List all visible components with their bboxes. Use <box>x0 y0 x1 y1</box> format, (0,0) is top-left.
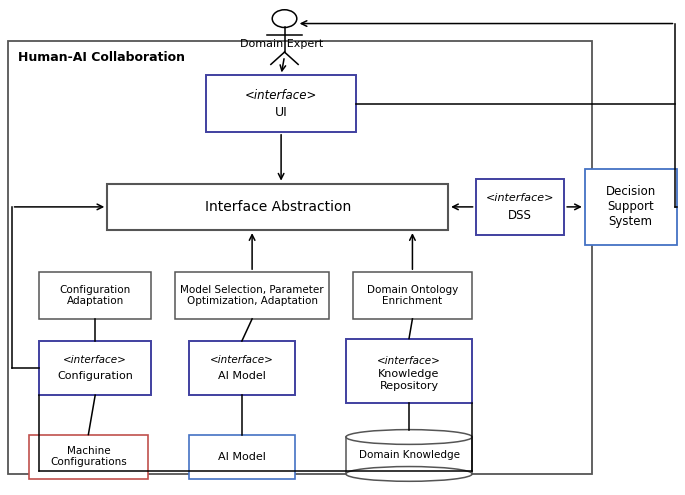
Bar <box>39 272 151 319</box>
Bar <box>39 341 151 395</box>
Text: <interface>: <interface> <box>245 89 317 101</box>
Bar <box>353 272 472 319</box>
Ellipse shape <box>346 430 472 445</box>
Text: UI: UI <box>275 105 288 118</box>
Text: AI Model: AI Model <box>218 371 266 381</box>
Text: Decision
Support
System: Decision Support System <box>606 186 656 228</box>
Text: <interface>: <interface> <box>210 355 274 365</box>
Bar <box>585 169 677 245</box>
Text: <interface>: <interface> <box>486 194 554 203</box>
Text: Domain Expert: Domain Expert <box>240 39 323 50</box>
Text: Machine
Configurations: Machine Configurations <box>50 446 127 467</box>
Text: Human-AI Collaboration: Human-AI Collaboration <box>18 51 186 64</box>
Text: AI Model: AI Model <box>218 452 266 462</box>
Bar <box>29 435 148 479</box>
Bar <box>107 184 448 230</box>
Ellipse shape <box>346 467 472 481</box>
Bar <box>175 272 329 319</box>
Bar <box>346 339 472 402</box>
Bar <box>475 179 564 235</box>
Text: Configuration
Adaptation: Configuration Adaptation <box>60 285 131 306</box>
Bar <box>206 75 356 132</box>
Text: DSS: DSS <box>508 209 532 222</box>
Text: <interface>: <interface> <box>377 356 441 366</box>
Bar <box>8 41 592 474</box>
Text: Configuration: Configuration <box>58 371 133 381</box>
Text: Domain Ontology
Enrichment: Domain Ontology Enrichment <box>366 285 458 306</box>
Text: Interface Abstraction: Interface Abstraction <box>205 200 351 214</box>
Bar <box>189 435 295 479</box>
Text: Model Selection, Parameter
Optimization, Adaptation: Model Selection, Parameter Optimization,… <box>180 285 324 306</box>
Text: Knowledge
Repository: Knowledge Repository <box>378 369 440 391</box>
Bar <box>189 341 295 395</box>
Text: Domain Knowledge: Domain Knowledge <box>358 450 460 460</box>
Text: <interface>: <interface> <box>63 355 127 365</box>
